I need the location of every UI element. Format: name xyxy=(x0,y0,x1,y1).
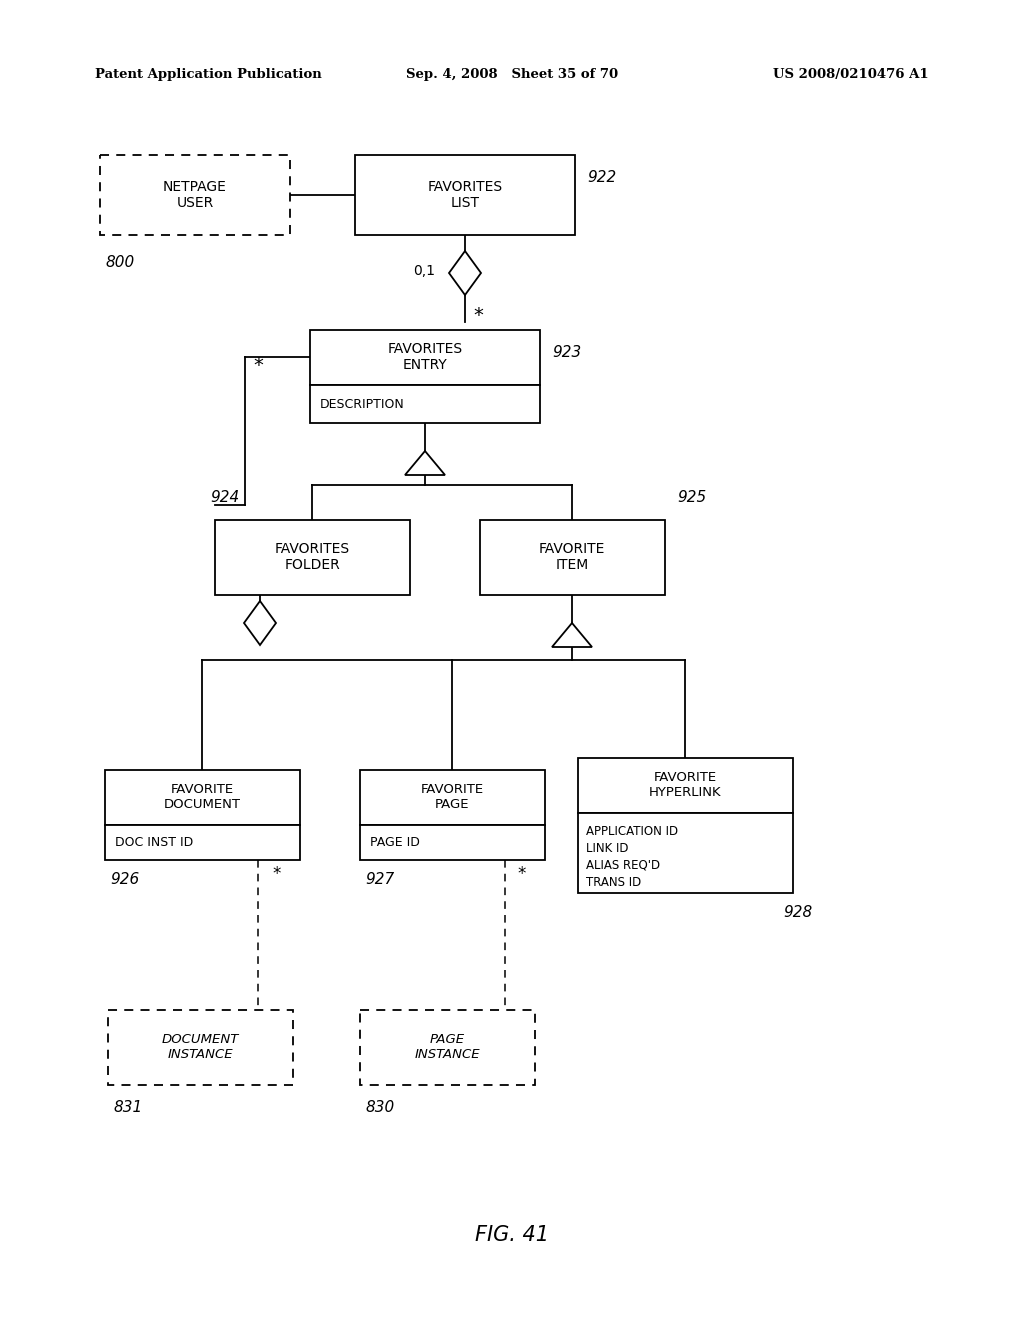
Text: 927: 927 xyxy=(365,873,394,887)
Text: FAVORITES
ENTRY: FAVORITES ENTRY xyxy=(387,342,463,372)
Bar xyxy=(105,770,300,825)
Polygon shape xyxy=(406,451,445,475)
Text: DOC INST ID: DOC INST ID xyxy=(115,836,194,849)
Text: 928: 928 xyxy=(783,906,812,920)
Text: 800: 800 xyxy=(105,255,134,271)
Text: LINK ID: LINK ID xyxy=(586,842,629,855)
Text: FAVORITE
PAGE: FAVORITE PAGE xyxy=(421,783,483,810)
Polygon shape xyxy=(552,623,592,647)
Bar xyxy=(215,520,410,595)
Text: PAGE
INSTANCE: PAGE INSTANCE xyxy=(414,1034,480,1061)
Text: FAVORITE
HYPERLINK: FAVORITE HYPERLINK xyxy=(648,771,721,799)
Polygon shape xyxy=(449,251,481,294)
Polygon shape xyxy=(244,601,276,645)
Text: FAVORITES
LIST: FAVORITES LIST xyxy=(427,180,503,210)
Bar xyxy=(310,330,540,385)
Bar xyxy=(480,520,665,595)
Text: 925: 925 xyxy=(677,490,707,506)
Bar xyxy=(105,825,300,861)
Text: FIG. 41: FIG. 41 xyxy=(475,1225,549,1245)
Bar xyxy=(355,154,575,235)
Bar xyxy=(360,1010,535,1085)
Text: PAGE ID: PAGE ID xyxy=(370,836,420,849)
Text: 0,1: 0,1 xyxy=(413,264,435,279)
Text: DESCRIPTION: DESCRIPTION xyxy=(319,397,404,411)
Text: ALIAS REQ'D: ALIAS REQ'D xyxy=(586,859,660,873)
Bar xyxy=(578,813,793,894)
Text: NETPAGE
USER: NETPAGE USER xyxy=(163,180,227,210)
Text: 926: 926 xyxy=(110,873,139,887)
Text: FAVORITES
FOLDER: FAVORITES FOLDER xyxy=(274,543,349,572)
Text: 830: 830 xyxy=(365,1100,394,1115)
Text: FAVORITE
DOCUMENT: FAVORITE DOCUMENT xyxy=(164,783,241,810)
Text: *: * xyxy=(253,356,263,375)
Text: TRANS ID: TRANS ID xyxy=(586,876,641,888)
Text: APPLICATION ID: APPLICATION ID xyxy=(586,825,678,838)
Text: US 2008/0210476 A1: US 2008/0210476 A1 xyxy=(773,69,929,81)
Bar xyxy=(360,825,545,861)
Text: DOCUMENT
INSTANCE: DOCUMENT INSTANCE xyxy=(162,1034,239,1061)
Text: Patent Application Publication: Patent Application Publication xyxy=(95,69,322,81)
Text: FAVORITE
ITEM: FAVORITE ITEM xyxy=(539,543,605,572)
Bar xyxy=(578,758,793,813)
Text: 922: 922 xyxy=(587,170,616,185)
Text: 924: 924 xyxy=(210,490,240,506)
Text: *: * xyxy=(473,306,483,325)
Text: *: * xyxy=(517,865,525,883)
Bar xyxy=(310,385,540,422)
Bar xyxy=(100,154,290,235)
Text: 923: 923 xyxy=(552,345,582,360)
Text: Sep. 4, 2008   Sheet 35 of 70: Sep. 4, 2008 Sheet 35 of 70 xyxy=(406,69,618,81)
Text: *: * xyxy=(272,865,281,883)
Bar xyxy=(108,1010,293,1085)
Text: 831: 831 xyxy=(113,1100,142,1115)
Bar xyxy=(360,770,545,825)
